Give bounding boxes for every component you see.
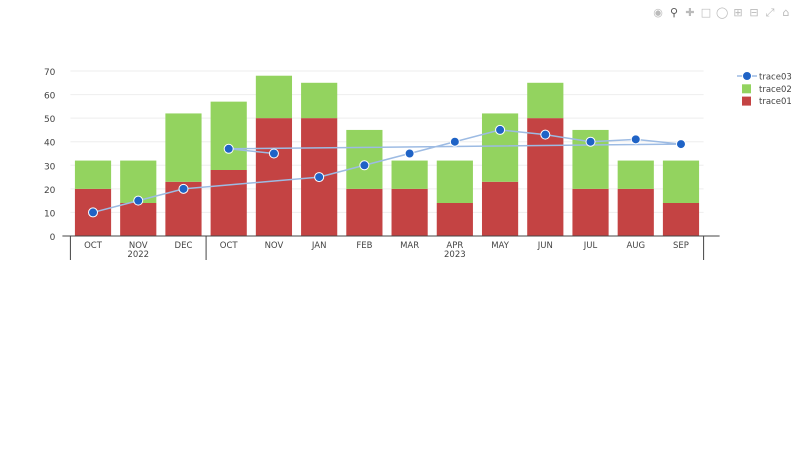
bar-trace02 <box>527 82 564 119</box>
x-tick-label: NOV <box>129 241 148 251</box>
pan-icon[interactable]: ✚ <box>685 6 695 19</box>
x-tick-label: NOV <box>265 241 284 251</box>
y-tick-label: 0 <box>50 233 56 243</box>
y-tick-label: 50 <box>44 115 56 125</box>
y-tick-label: 20 <box>44 186 56 196</box>
marker-trace03 <box>540 129 551 140</box>
y-tick-label: 10 <box>44 209 56 219</box>
bar-trace02 <box>346 129 383 189</box>
bar-trace02 <box>617 160 654 189</box>
bar-trace02 <box>301 82 338 119</box>
legend-item-trace03[interactable]: trace03 <box>737 71 792 83</box>
bar-trace01 <box>120 203 157 236</box>
bar-trace02 <box>391 160 428 189</box>
bar-trace01 <box>255 118 293 236</box>
x-tick-label: MAY <box>491 241 509 251</box>
legend-label: trace01 <box>759 97 792 107</box>
marker-trace03 <box>359 160 370 171</box>
bar-trace02 <box>436 160 473 203</box>
marker-trace03 <box>178 183 189 194</box>
x-tick-label: JUL <box>583 241 598 251</box>
marker-trace03 <box>449 136 460 147</box>
legend-marker-icon <box>742 71 752 81</box>
legend-label: trace03 <box>759 73 792 83</box>
x-tick-label: MAR <box>400 241 419 251</box>
marker-trace03 <box>314 172 325 183</box>
marker-trace03 <box>495 124 506 135</box>
x-tick-label: JUN <box>537 241 553 251</box>
x-tick-label: DEC <box>175 241 193 251</box>
marker-trace03 <box>675 139 686 150</box>
box-select-icon[interactable]: □ <box>700 6 712 19</box>
marker-trace03 <box>88 207 99 218</box>
legend: trace03 trace02 trace01 <box>737 71 792 108</box>
y-tick-label: 40 <box>44 139 56 149</box>
x-tick-label: SEP <box>673 241 689 251</box>
bar-trace02 <box>74 160 112 189</box>
bar-trace01 <box>346 188 383 236</box>
x-tick-label: FEB <box>356 241 372 251</box>
line-trace03 <box>92 129 682 214</box>
x-tick-label: JAN <box>311 241 327 251</box>
lasso-icon[interactable]: ◯ <box>716 6 729 19</box>
bar-trace02 <box>481 113 519 182</box>
marker-trace03 <box>268 148 279 159</box>
bar-trace01 <box>210 170 247 236</box>
x-tick-label: OCT <box>220 241 239 251</box>
zoom-in-icon[interactable]: ⊞ <box>733 6 743 19</box>
legend-swatch-icon <box>742 84 751 94</box>
marker-trace03 <box>404 148 415 159</box>
modebar: ◉ ⚲ ✚ □ ◯ ⊞ ⊟ ⤢ ⌂ <box>652 7 792 19</box>
bar-trace01 <box>572 188 609 236</box>
marker-trace03 <box>133 195 144 206</box>
bar-trace01 <box>617 188 654 236</box>
legend-item-trace01[interactable]: trace01 <box>742 96 792 108</box>
bar-trace02 <box>165 113 202 182</box>
legend-item-trace02[interactable]: trace02 <box>742 84 792 95</box>
zoom-icon[interactable]: ⚲ <box>669 6 679 19</box>
bar-trace01 <box>481 181 519 236</box>
legend-label: trace02 <box>759 85 792 95</box>
marker-trace03 <box>630 134 641 145</box>
zoom-out-icon[interactable]: ⊟ <box>749 6 759 19</box>
marker-trace03 <box>223 143 234 154</box>
home-icon[interactable]: ⌂ <box>782 6 790 19</box>
y-tick-label: 60 <box>44 92 56 102</box>
x-tick-label: AUG <box>626 241 645 251</box>
bar-trace02 <box>662 160 700 203</box>
x-tick-label: OCT <box>84 241 103 251</box>
bar-trace01 <box>436 203 473 236</box>
autoscale-icon[interactable]: ⤢ <box>765 6 775 19</box>
camera-icon[interactable]: ◉ <box>653 6 663 19</box>
bar-trace02 <box>255 75 293 119</box>
bar-trace02 <box>210 101 247 170</box>
legend-swatch-icon <box>742 96 751 106</box>
bar-trace01 <box>662 203 700 236</box>
y-tick-label: 30 <box>44 162 56 172</box>
marker-trace03 <box>585 136 596 147</box>
x-group-label: 2022 <box>127 250 149 260</box>
y-tick-label: 70 <box>44 68 56 78</box>
x-tick-label: APR <box>446 241 463 251</box>
x-group-label: 2023 <box>444 250 466 260</box>
bar-trace01 <box>391 188 428 236</box>
